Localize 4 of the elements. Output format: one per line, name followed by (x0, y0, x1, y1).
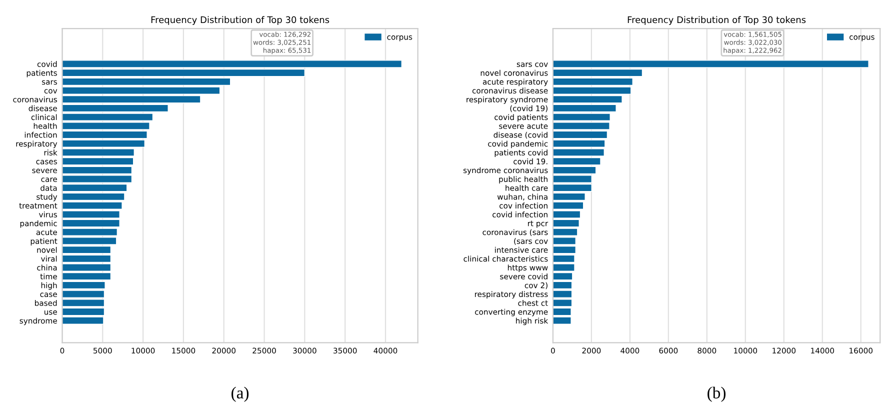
chart-title: Frequency Distribution of Top 30 tokens (628, 16, 806, 25)
chart-title: Frequency Distribution of Top 30 tokens (151, 16, 330, 25)
text: (a) (232, 386, 249, 402)
text: (b) (708, 386, 726, 402)
